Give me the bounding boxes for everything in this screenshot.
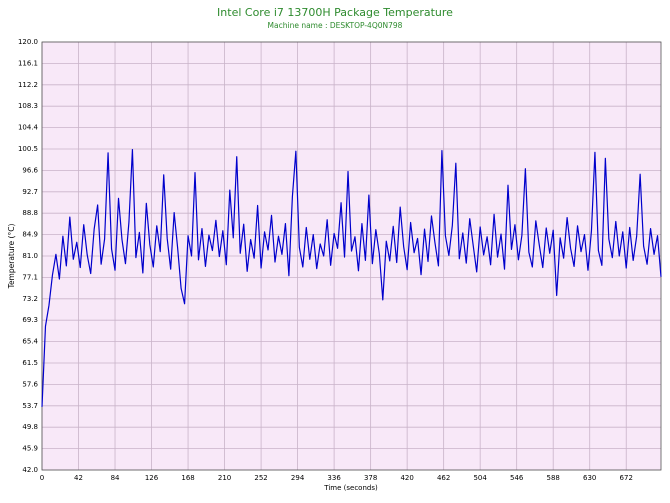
y-tick-label: 57.6 [22,380,38,388]
y-tick-label: 69.3 [22,316,38,324]
x-tick-label: 546 [510,474,524,482]
x-tick-label: 42 [74,474,83,482]
y-tick-label: 88.8 [22,209,38,217]
y-tick-label: 120.0 [18,38,38,46]
y-tick-label: 81.0 [22,252,38,260]
x-tick-label: 252 [254,474,267,482]
y-axis-label: Temperature (°C) [7,224,16,290]
y-tick-label: 53.7 [22,402,38,410]
x-axis-label: Time (seconds) [323,484,378,492]
x-tick-label: 126 [145,474,159,482]
x-tick-label: 420 [400,474,413,482]
x-tick-label: 378 [364,474,377,482]
temperature-line [41,148,662,407]
chart-subtitle: Machine name : DESKTOP-4Q0N798 [268,21,403,30]
y-tick-label: 42.0 [22,466,38,474]
x-tick-label: 630 [583,474,596,482]
y-tick-label: 65.4 [22,338,38,346]
x-tick-label: 462 [437,474,450,482]
y-tick-label: 100.5 [18,145,38,153]
x-tick-label: 504 [473,474,487,482]
y-tick-label: 77.1 [22,273,38,281]
x-tick-label: 336 [327,474,341,482]
y-tick-label: 112.2 [18,81,38,89]
x-tick-label: 168 [181,474,194,482]
y-tick-label: 73.2 [22,295,38,303]
x-tick-label: 672 [620,474,633,482]
chart-title: Intel Core i7 13700H Package Temperature [217,6,453,19]
y-tick-label: 116.1 [18,59,38,67]
x-tick-label: 210 [218,474,231,482]
y-tick-label: 92.7 [22,188,38,196]
y-tick-label: 96.6 [22,166,38,174]
plot-border [41,41,662,471]
y-tick-label: 108.3 [18,102,38,110]
x-tick-label: 294 [291,474,305,482]
y-tick-label: 84.9 [22,231,38,239]
x-tick-label: 588 [547,474,560,482]
y-tick-label: 61.5 [22,359,38,367]
x-tick-label: 0 [40,474,44,482]
y-tick-label: 45.9 [22,445,38,453]
x-tick-label: 84 [111,474,120,482]
y-tick-label: 49.8 [22,423,38,431]
y-tick-label: 104.4 [18,124,39,132]
